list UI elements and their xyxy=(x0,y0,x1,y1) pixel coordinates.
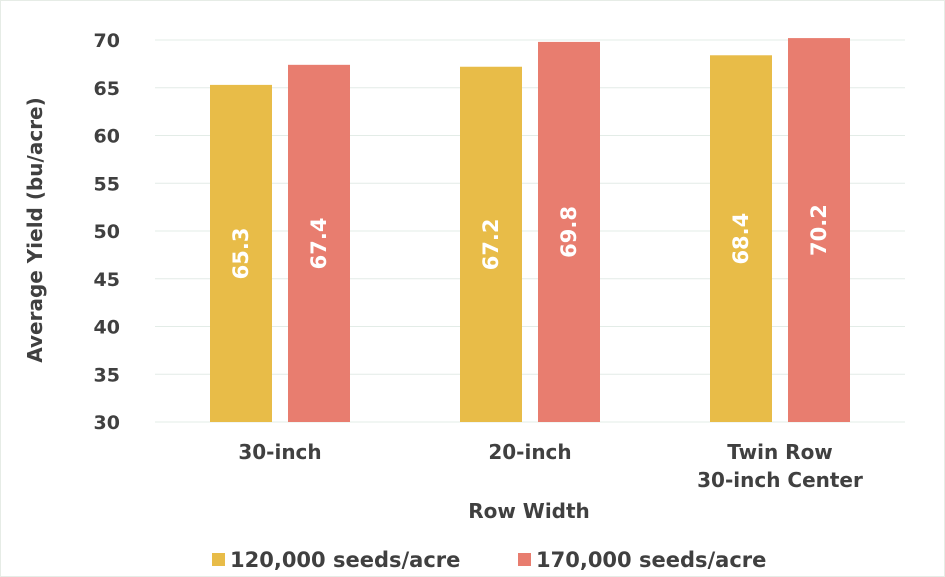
legend-label: 120,000 seeds/acre xyxy=(230,548,460,572)
y-tick-label: 55 xyxy=(94,173,120,195)
y-tick-label: 70 xyxy=(94,30,120,52)
bar xyxy=(460,66,522,423)
bars: 65.3 67.4 67.2 69.8 68.4 70.2 xyxy=(210,38,850,423)
bar xyxy=(538,41,600,422)
bar xyxy=(210,84,272,422)
x-category-label: 30-inch xyxy=(238,440,321,464)
y-axis-ticks: 30 35 40 45 50 55 60 65 70 xyxy=(94,30,120,434)
y-axis-title: Average Yield (bu/acre) xyxy=(23,97,47,363)
bar-value-label: 67.2 xyxy=(479,218,503,270)
y-tick-label: 60 xyxy=(94,126,120,148)
x-axis-title: Row Width xyxy=(468,499,590,523)
bar-value-label: 68.4 xyxy=(729,213,753,265)
x-axis-categories: 30-inch 20-inch Twin Row 30-inch Center xyxy=(238,440,863,492)
legend-swatch xyxy=(518,553,531,566)
x-category-label: 20-inch xyxy=(488,440,571,464)
legend: 120,000 seeds/acre 170,000 seeds/acre xyxy=(212,548,766,572)
bar-value-label: 69.8 xyxy=(557,206,581,258)
y-tick-label: 35 xyxy=(94,364,120,386)
y-tick-label: 50 xyxy=(94,221,120,243)
bar xyxy=(710,55,772,422)
gridlines xyxy=(155,39,905,423)
y-tick-label: 65 xyxy=(94,78,120,100)
bar xyxy=(788,38,850,423)
bar-value-label: 67.4 xyxy=(307,218,331,270)
x-category-label: 30-inch Center xyxy=(697,468,863,492)
y-tick-label: 30 xyxy=(94,412,120,434)
bar-value-label: 65.3 xyxy=(229,228,253,280)
legend-label: 170,000 seeds/acre xyxy=(536,548,766,572)
y-tick-label: 45 xyxy=(94,269,120,291)
bar-value-label: 70.2 xyxy=(807,204,831,256)
y-tick-label: 40 xyxy=(94,317,120,339)
legend-swatch xyxy=(212,553,225,566)
x-category-label: Twin Row xyxy=(727,440,833,464)
bar xyxy=(288,64,350,422)
